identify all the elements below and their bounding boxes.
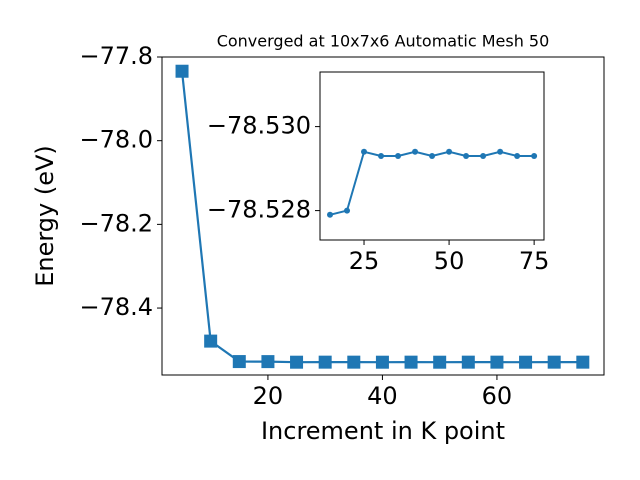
marker [412,148,419,155]
marker [344,207,351,214]
x-tick-label: 25 [349,247,380,275]
marker [519,355,533,369]
marker [497,148,504,155]
marker [347,355,361,369]
marker [395,153,402,159]
y-axis-label: Energy (eV) [31,145,59,287]
marker [361,148,368,155]
y-tick-label: −78.0 [79,126,153,154]
x-tick-label: 20 [253,382,284,410]
chart-title: Converged at 10x7x6 Automatic Mesh 50 [217,32,550,51]
marker [378,153,385,159]
marker [404,355,418,369]
marker [327,211,334,218]
x-tick-label: 50 [434,247,465,275]
marker [429,153,436,159]
marker [461,355,475,369]
y-tick-label: −78.528 [207,196,311,224]
marker [531,153,538,159]
y-tick-label: −78.530 [207,112,311,140]
marker [480,153,487,159]
marker [514,153,521,159]
marker [261,355,275,369]
y-tick-label: −78.4 [79,293,153,321]
marker [576,355,590,369]
x-tick-label: 75 [519,247,550,275]
marker [433,355,447,369]
marker [375,355,389,369]
marker [446,148,453,155]
y-tick-label: −78.2 [79,209,153,237]
marker [232,355,246,369]
marker [318,355,332,369]
marker [204,334,218,348]
marker [463,153,470,159]
marker [490,355,504,369]
x-tick-label: 40 [367,382,398,410]
marker [175,64,189,78]
x-axis-label: Increment in K point [261,417,505,445]
marker [290,355,304,369]
y-tick-label: −77.8 [79,42,153,70]
marker [547,355,561,369]
x-tick-label: 60 [482,382,513,410]
